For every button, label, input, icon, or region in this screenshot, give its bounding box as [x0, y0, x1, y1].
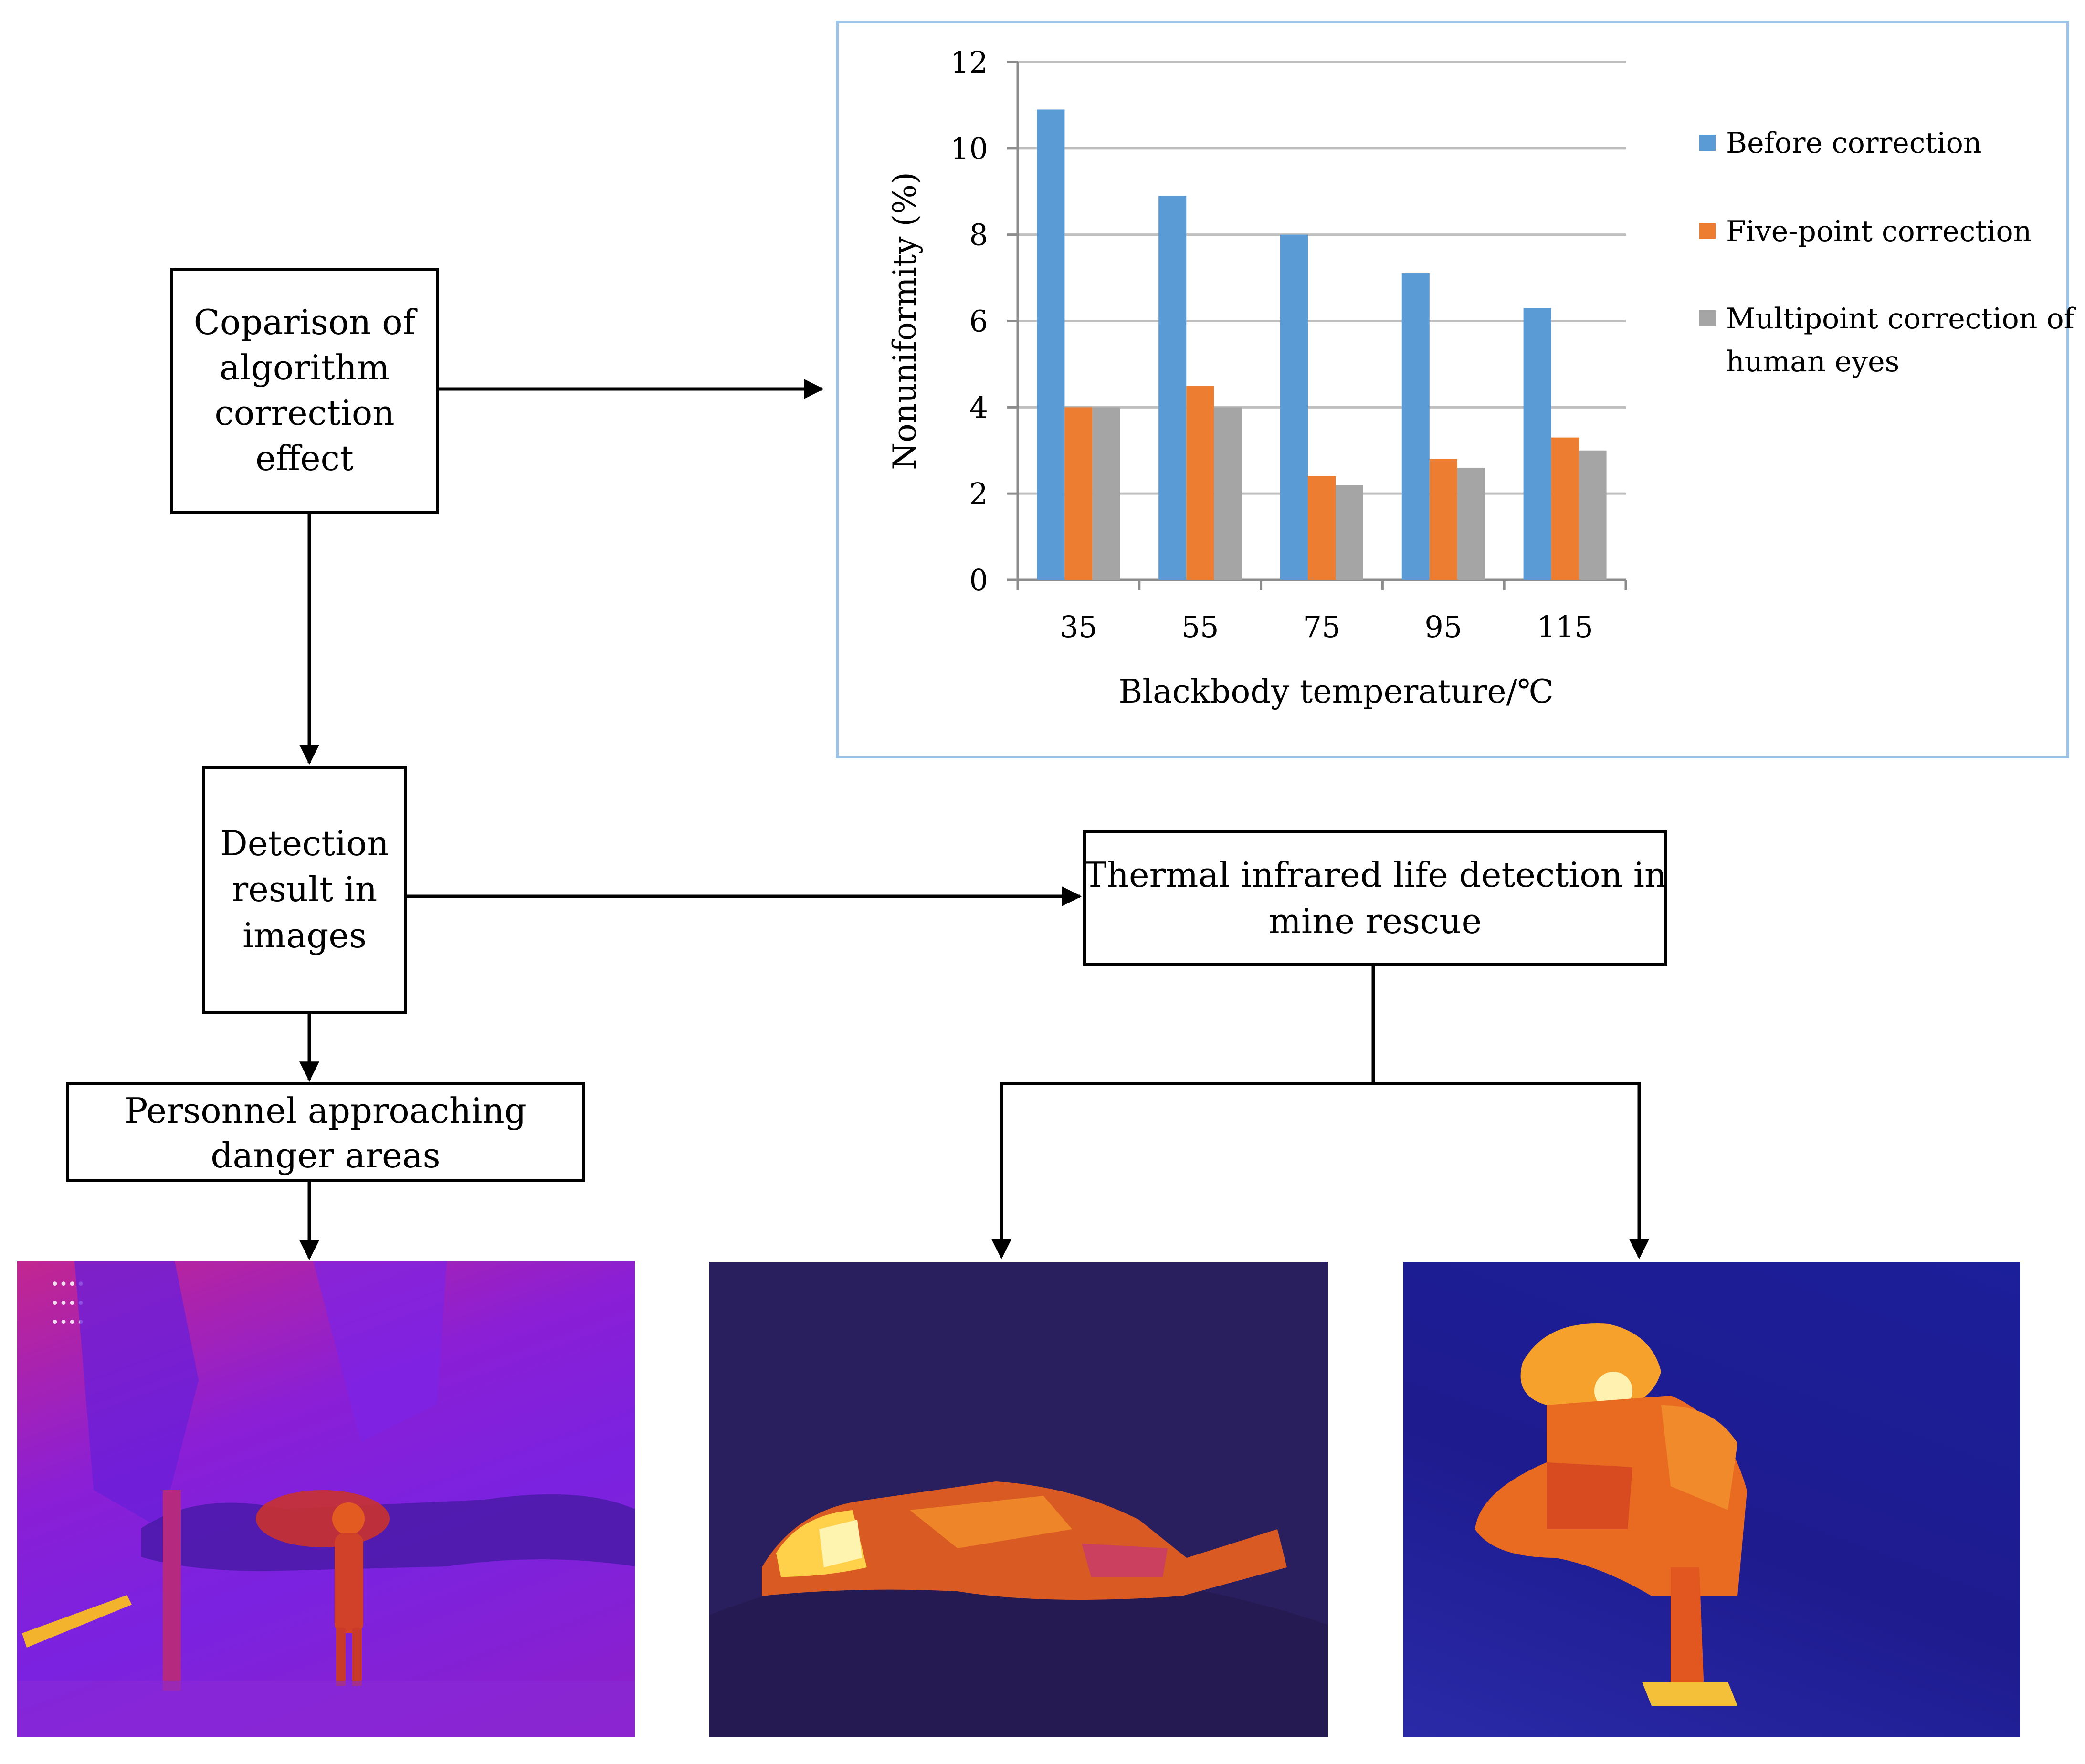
legend-label: Five-point correction [1726, 215, 2032, 248]
y-axis-label: Nonuniformity (%) [886, 172, 923, 470]
connector-thermal-branch [991, 964, 1375, 1260]
y-tick-label: 10 [950, 131, 988, 166]
thermal-image-personnel: •••• •••• •••• [17, 1261, 635, 1737]
bar-before-correction [1158, 196, 1187, 580]
comparison-box: Coparison of algorithm correction effect [170, 268, 439, 514]
thermal-image-crouching-person [1403, 1262, 2020, 1737]
bar-before-correction [1523, 308, 1551, 580]
bar-multipoint-correction-of-human-eyes [1336, 485, 1363, 580]
personnel-line-1: Personnel approaching [125, 1091, 527, 1131]
connector-thermal-branch-right [1373, 1082, 1649, 1260]
detection-line-1: Detection [220, 823, 389, 863]
legend-swatch [1699, 310, 1716, 326]
thermal-image-lying-person [709, 1262, 1328, 1737]
x-tick-label: 115 [1537, 609, 1593, 644]
detection-box: Detection result in images [202, 766, 407, 1014]
bar-multipoint-correction-of-human-eyes [1092, 407, 1120, 580]
legend-swatch [1699, 223, 1716, 239]
x-tick-label: 95 [1424, 609, 1462, 644]
comparison-line-3: correction [214, 393, 394, 433]
thermal-box: Thermal infrared life detection in mine … [1083, 830, 1667, 966]
thermal-scene-1 [17, 1261, 635, 1737]
legend-label: Multipoint correction of [1726, 302, 2076, 336]
detection-line-3: images [242, 915, 367, 956]
comparison-line-1: Coparison of [194, 302, 418, 342]
x-tick-label: 35 [1060, 609, 1097, 644]
personnel-box: Personnel approaching danger areas [66, 1082, 585, 1182]
bar-before-correction [1401, 273, 1430, 580]
personnel-line-2: danger areas [211, 1135, 440, 1176]
bar-multipoint-correction-of-human-eyes [1214, 407, 1242, 580]
y-tick-label: 2 [969, 476, 988, 511]
connectors [299, 379, 1649, 1260]
thermal-line-2: mine rescue [1269, 901, 1482, 941]
bar-multipoint-correction-of-human-eyes [1457, 467, 1485, 580]
comparison-line-2: algorithm [220, 347, 390, 388]
comparison-line-4: effect [255, 438, 354, 478]
thermal-scene-3 [1475, 1323, 1747, 1706]
y-tick-label: 6 [969, 304, 988, 339]
bar-multipoint-correction-of-human-eyes [1579, 450, 1607, 580]
detection-line-2: result in [232, 869, 378, 909]
bar-before-correction [1037, 109, 1065, 580]
bar-before-correction [1280, 234, 1308, 580]
y-tick-label: 12 [950, 45, 988, 80]
x-axis-label: Blackbody temperature/℃ [1118, 673, 1553, 711]
bar-chart: 0 2 4 6 8 10 12 35 55 75 95 115 Nonuniformity (%) Bla… [886, 45, 2076, 711]
y-tick-label: 8 [969, 218, 988, 252]
legend-label: human eyes [1726, 345, 1899, 378]
bar-five-point-correction [1186, 386, 1214, 580]
x-tick-label: 75 [1303, 609, 1341, 644]
legend-label: Before correction [1726, 126, 1981, 160]
bar-five-point-correction [1551, 437, 1579, 580]
bar-five-point-correction [1064, 407, 1093, 580]
thermal-scene-2 [709, 1481, 1328, 1737]
y-tick-label: 4 [969, 390, 988, 425]
y-tick-label: 0 [969, 563, 988, 598]
x-tick-label: 55 [1181, 609, 1219, 644]
bar-five-point-correction [1308, 476, 1336, 580]
bar-five-point-correction [1429, 459, 1457, 580]
thermal-line-1: Thermal infrared life detection in [1084, 855, 1667, 895]
legend-swatch [1699, 135, 1716, 151]
